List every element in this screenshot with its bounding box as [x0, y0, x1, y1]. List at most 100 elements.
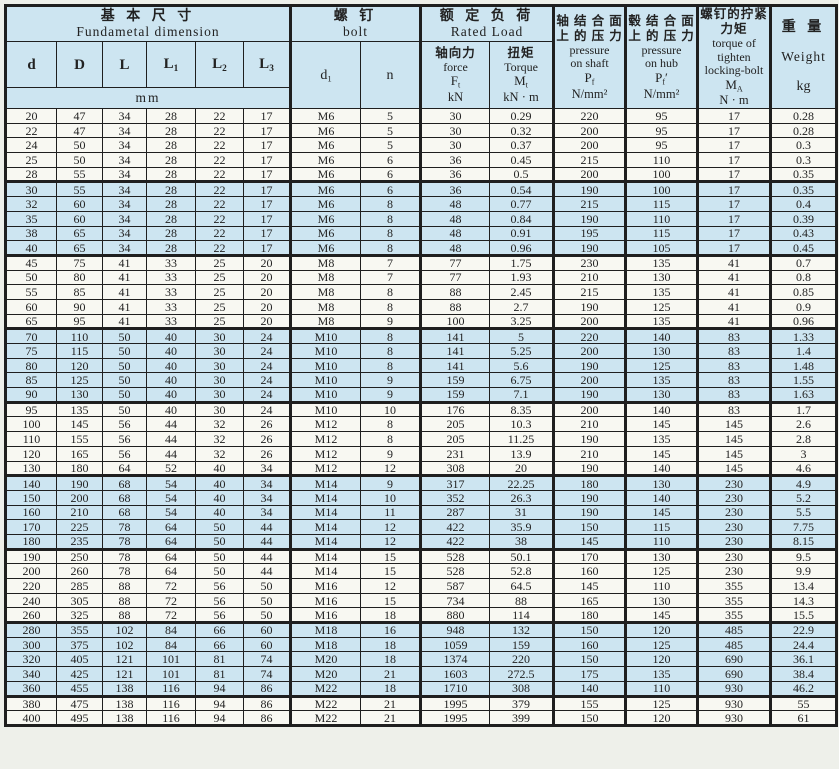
table-cell: 141 — [420, 327, 491, 344]
pressure-hub-unit: N/mm² — [643, 86, 680, 101]
table-cell: M8 — [290, 313, 362, 330]
table-cell: 40 — [146, 387, 196, 403]
table-cell: 50 — [102, 343, 147, 359]
table-cell: 0.54 — [489, 180, 556, 198]
table-cell: 159 — [489, 636, 556, 653]
table-cell: M6 — [290, 122, 362, 139]
table-row: 70 110 50 40 30 24 M10 8 141 5 220 140 83 1.33 — [5, 327, 838, 344]
table-cell: 1374 — [420, 651, 491, 668]
weight-unit: kg — [796, 78, 811, 94]
table-cell: 145 — [553, 578, 628, 594]
table-cell: 1059 — [420, 636, 491, 653]
table-cell: 78 — [102, 547, 147, 565]
table-cell: 100 — [625, 166, 700, 183]
table-row: 40 65 34 28 22 17 M6 8 48 0.96 190 105 17 0.45 — [5, 240, 838, 256]
table-cell: 50 — [102, 372, 147, 389]
table-cell: M12 — [290, 460, 362, 477]
table-cell: 120 — [56, 357, 103, 374]
table-cell: 1710 — [420, 680, 491, 697]
table-cell: 5.2 — [770, 489, 838, 506]
table-cell: 102 — [102, 621, 147, 638]
table-cell: 5.25 — [489, 343, 556, 359]
table-cell: 54 — [146, 474, 196, 491]
table-cell: 200 — [553, 137, 628, 154]
table-cell: 0.8 — [770, 269, 838, 286]
table-cell: 17 — [697, 122, 773, 139]
table-cell: 8 — [360, 210, 423, 227]
table-cell: 28 — [146, 240, 196, 256]
table-cell: 190 — [553, 298, 628, 315]
table-cell: 77 — [420, 253, 491, 271]
table-cell: 110 — [625, 210, 700, 227]
torque-unit: kN · m — [503, 89, 539, 104]
table-cell: 28 — [146, 210, 196, 227]
table-row: 50 80 41 33 25 20 M8 7 77 1.93 210 130 41 0.8 — [5, 269, 838, 286]
table-cell: M6 — [290, 180, 362, 198]
table-cell: 190 — [5, 547, 57, 565]
table-cell: 40 — [195, 489, 244, 506]
table-cell: M6 — [290, 210, 362, 227]
table-cell: 44 — [242, 519, 293, 535]
table-cell: 68 — [102, 489, 147, 506]
table-cell: 22 — [195, 180, 244, 198]
table-cell: 44 — [146, 416, 196, 433]
table-cell: 25 — [195, 284, 244, 300]
table-cell: 230 — [697, 519, 773, 535]
table-cell: 305 — [56, 592, 103, 609]
table-cell: 85 — [5, 372, 57, 389]
table-cell: 190 — [553, 387, 628, 403]
table-cell: 80 — [56, 269, 103, 286]
table-cell: 15 — [360, 592, 423, 609]
table-cell: 81 — [195, 666, 244, 682]
table-cell: 50 — [102, 387, 147, 403]
table-cell: M14 — [290, 504, 362, 521]
table-cell: M6 — [290, 240, 362, 256]
table-cell: 2.6 — [770, 416, 838, 433]
table-cell: 8 — [360, 240, 423, 256]
table-cell: 190 — [553, 180, 628, 198]
table-cell: 40 — [146, 372, 196, 389]
table-cell: 225 — [56, 519, 103, 535]
table-cell: 135 — [56, 400, 103, 418]
table-cell: 215 — [553, 152, 628, 168]
table-cell: 6 — [360, 166, 423, 183]
table-cell: 66 — [195, 636, 244, 653]
table-cell: M6 — [290, 166, 362, 183]
table-row: 80 120 50 40 30 24 M10 8 141 5.6 190 125 83 1.48 — [5, 357, 838, 374]
table-cell: 1.55 — [770, 372, 838, 389]
table-cell: 25 — [195, 298, 244, 315]
table-cell: 24 — [242, 343, 293, 359]
table-cell: 86 — [242, 694, 293, 712]
table-cell: 72 — [146, 592, 196, 609]
table-cell: 22 — [195, 225, 244, 242]
table-cell: M14 — [290, 474, 362, 491]
table-cell: 0.45 — [770, 240, 838, 256]
table-row: 400 495 138 116 94 86 M22 21 1995 399 150 120 930 61 — [5, 710, 838, 726]
table-cell: 50 — [102, 357, 147, 374]
table-cell: 5.6 — [489, 357, 556, 374]
table-cell: 95 — [625, 122, 700, 139]
table-cell: 455 — [56, 680, 103, 697]
table-cell: 60 — [56, 210, 103, 227]
table-cell: 135 — [625, 666, 700, 682]
table-cell: 20 — [242, 253, 293, 271]
table-cell: 38 — [5, 225, 57, 242]
table-cell: 28 — [146, 137, 196, 154]
table-cell: 130 — [56, 387, 103, 403]
table-cell: 0.35 — [770, 180, 838, 198]
table-cell: M6 — [290, 225, 362, 242]
table-cell: M14 — [290, 563, 362, 579]
table-cell: M14 — [290, 489, 362, 506]
table-body: 20 47 34 28 22 17 M6 5 30 0.29 220 95 17 0.28 22 47 34 28… — [5, 108, 838, 726]
table-cell: 0.96 — [770, 313, 838, 330]
table-cell: 352 — [420, 489, 491, 506]
table-cell: 7 — [360, 269, 423, 286]
table-cell: 94 — [195, 680, 244, 697]
table-cell: 379 — [489, 694, 556, 712]
table-cell: 17 — [697, 196, 773, 212]
table-cell: 83 — [697, 343, 773, 359]
table-cell: 399 — [489, 710, 556, 726]
col-header-L3: L3 — [242, 41, 293, 88]
table-cell: 4.6 — [770, 460, 838, 477]
table-row: 300 375 102 84 66 60 M18 18 1059 159 160 125 485 24.4 — [5, 636, 838, 653]
